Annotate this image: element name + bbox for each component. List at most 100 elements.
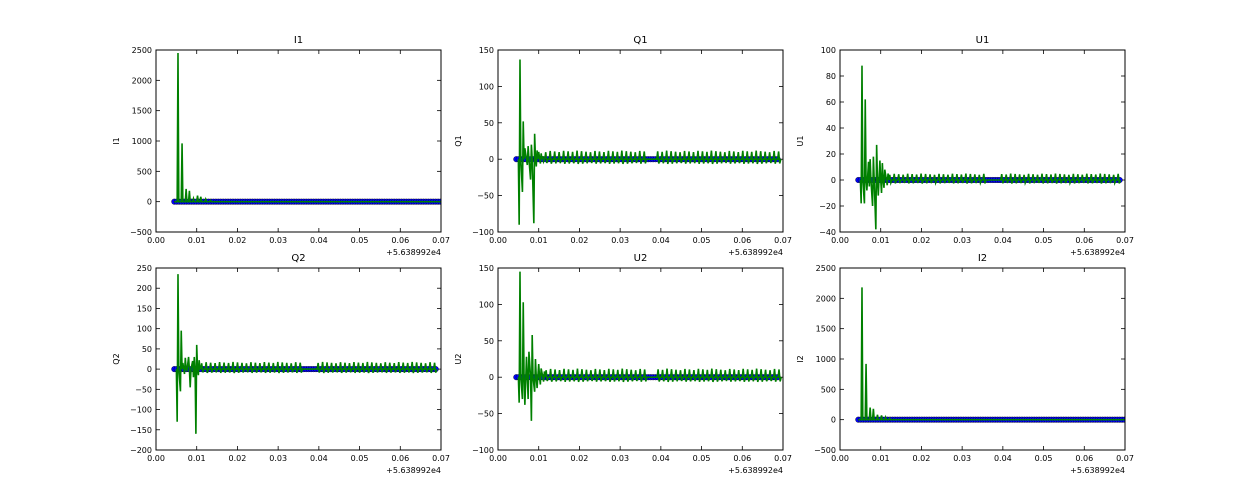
- y-tick-label: −100: [130, 406, 152, 415]
- x-tick-label: 0.04: [310, 454, 328, 463]
- x-tick-label: 0.01: [188, 236, 206, 245]
- y-axis-label: I1: [112, 137, 121, 144]
- x-tick-label: 0.06: [391, 236, 409, 245]
- y-tick-label: 150: [479, 264, 494, 273]
- x-tick-label: 0.04: [652, 236, 670, 245]
- y-tick-label: 0: [489, 155, 494, 164]
- y-tick-label: 0: [831, 176, 836, 185]
- series-2-line: [544, 150, 782, 165]
- x-tick-label: 0.00: [147, 236, 165, 245]
- x-tick-label: 0.06: [733, 454, 751, 463]
- x-tick-label: 0.02: [229, 236, 247, 245]
- y-axis-label: Q1: [454, 135, 463, 146]
- x-tick-label: 0.03: [611, 236, 629, 245]
- y-tick-label: 150: [137, 304, 152, 313]
- x-tick-label: 0.00: [831, 454, 849, 463]
- y-tick-label: 0: [147, 365, 152, 374]
- y-tick-label: 1500: [132, 107, 152, 116]
- y-tick-label: 100: [821, 46, 836, 55]
- y-tick-label: −100: [472, 228, 494, 237]
- x-tick-label: 0.07: [774, 454, 792, 463]
- x-tick-label: 0.06: [1075, 236, 1093, 245]
- y-tick-label: 50: [484, 119, 494, 128]
- y-tick-label: 2000: [816, 294, 836, 303]
- x-tick-label: 0.00: [831, 236, 849, 245]
- series-1-line: [517, 59, 546, 225]
- y-tick-label: −100: [472, 446, 494, 455]
- axes-frame: [839, 49, 1126, 233]
- x-tick-label: 0.05: [351, 454, 369, 463]
- x-tick-label: 0.02: [229, 454, 247, 463]
- y-tick-label: 0: [831, 416, 836, 425]
- x-tick-label: 0.03: [269, 454, 287, 463]
- subplot-u1: U1 U1 0.00 0.01 0.02 0.03 0.04 0.05 0.06 0.07 −40 −…: [796, 35, 1134, 257]
- plot-area: [855, 287, 1125, 423]
- x-tick-label: 0.01: [530, 236, 548, 245]
- y-tick-label: 2000: [132, 76, 152, 85]
- x-tick-label: 0.02: [913, 236, 931, 245]
- y-tick-label: 0: [147, 198, 152, 207]
- series-2-line: [888, 173, 1122, 187]
- y-tick-label: 50: [142, 345, 152, 354]
- x-tick-label: 0.01: [872, 236, 890, 245]
- y-axis-label: U2: [454, 354, 463, 365]
- y-tick-label: −200: [130, 446, 152, 455]
- y-tick-label: 200: [137, 284, 152, 293]
- y-axis-label: Q2: [112, 353, 121, 364]
- y-tick-label: −500: [130, 228, 152, 237]
- x-offset-label: +5.638992e4: [1070, 248, 1125, 257]
- y-tick-label: 500: [821, 385, 836, 394]
- y-tick-label: 1000: [816, 355, 836, 364]
- subplot-q1: Q1 Q1 0.00 0.01 0.02 0.03 0.04 0.05 0.06 0.07 −100…: [454, 35, 792, 257]
- y-tick-label: 500: [137, 167, 152, 176]
- x-offset-label: +5.638992e4: [386, 466, 441, 475]
- x-tick-label: 0.07: [432, 454, 450, 463]
- x-tick-label: 0.07: [432, 236, 450, 245]
- x-tick-label: 0.00: [489, 454, 507, 463]
- series-1-line: [859, 65, 890, 230]
- plot-area: [171, 274, 439, 434]
- y-tick-label: 250: [137, 264, 152, 273]
- x-tick-label: 0.00: [147, 454, 165, 463]
- subplot-title: I1: [294, 35, 303, 46]
- y-tick-label: 0: [489, 373, 494, 382]
- plot-area: [855, 65, 1123, 230]
- y-tick-label: 80: [826, 72, 836, 81]
- subplot-title: U2: [634, 253, 648, 264]
- x-tick-label: 0.01: [530, 454, 548, 463]
- subplot-i2: I2 I2 0.00 0.01 0.02 0.03 0.04 0.05 0.06 0.07 −500…: [796, 253, 1134, 475]
- x-tick-label: 0.06: [733, 236, 751, 245]
- subplot-u2: U2 U2 0.00 0.01 0.02 0.03 0.04 0.05 0.06 0.07 −100…: [454, 253, 792, 475]
- y-tick-label: −50: [135, 385, 152, 394]
- x-tick-label: 0.04: [994, 236, 1012, 245]
- x-tick-label: 0.04: [994, 454, 1012, 463]
- axes-frame: [497, 267, 784, 451]
- axes-frame: [155, 267, 442, 451]
- x-tick-label: 0.05: [693, 236, 711, 245]
- x-offset-label: +5.638992e4: [386, 248, 441, 257]
- x-offset-label: +5.638992e4: [1070, 466, 1125, 475]
- x-tick-label: 0.04: [652, 454, 670, 463]
- subplot-title: U1: [976, 35, 990, 46]
- y-axis-label: I2: [796, 355, 805, 362]
- y-tick-label: −20: [819, 202, 836, 211]
- subplot-title: I2: [978, 253, 987, 264]
- x-tick-label: 0.02: [571, 236, 589, 245]
- x-tick-label: 0.01: [188, 454, 206, 463]
- y-tick-label: −50: [477, 192, 494, 201]
- x-offset-label: +5.638992e4: [728, 466, 783, 475]
- x-tick-label: 0.03: [953, 454, 971, 463]
- series-2-line: [199, 361, 438, 374]
- axes-frame: [155, 49, 442, 233]
- x-tick-label: 0.05: [693, 454, 711, 463]
- series-1-line: [175, 274, 201, 434]
- plot-area: [171, 53, 441, 205]
- subplot-title: Q1: [633, 35, 647, 46]
- x-tick-label: 0.07: [1116, 236, 1134, 245]
- y-tick-label: 150: [479, 46, 494, 55]
- axes-frame: [839, 267, 1126, 451]
- x-tick-label: 0.05: [1035, 236, 1053, 245]
- x-tick-label: 0.04: [310, 236, 328, 245]
- y-tick-label: 100: [137, 325, 152, 334]
- y-tick-label: 60: [826, 98, 836, 107]
